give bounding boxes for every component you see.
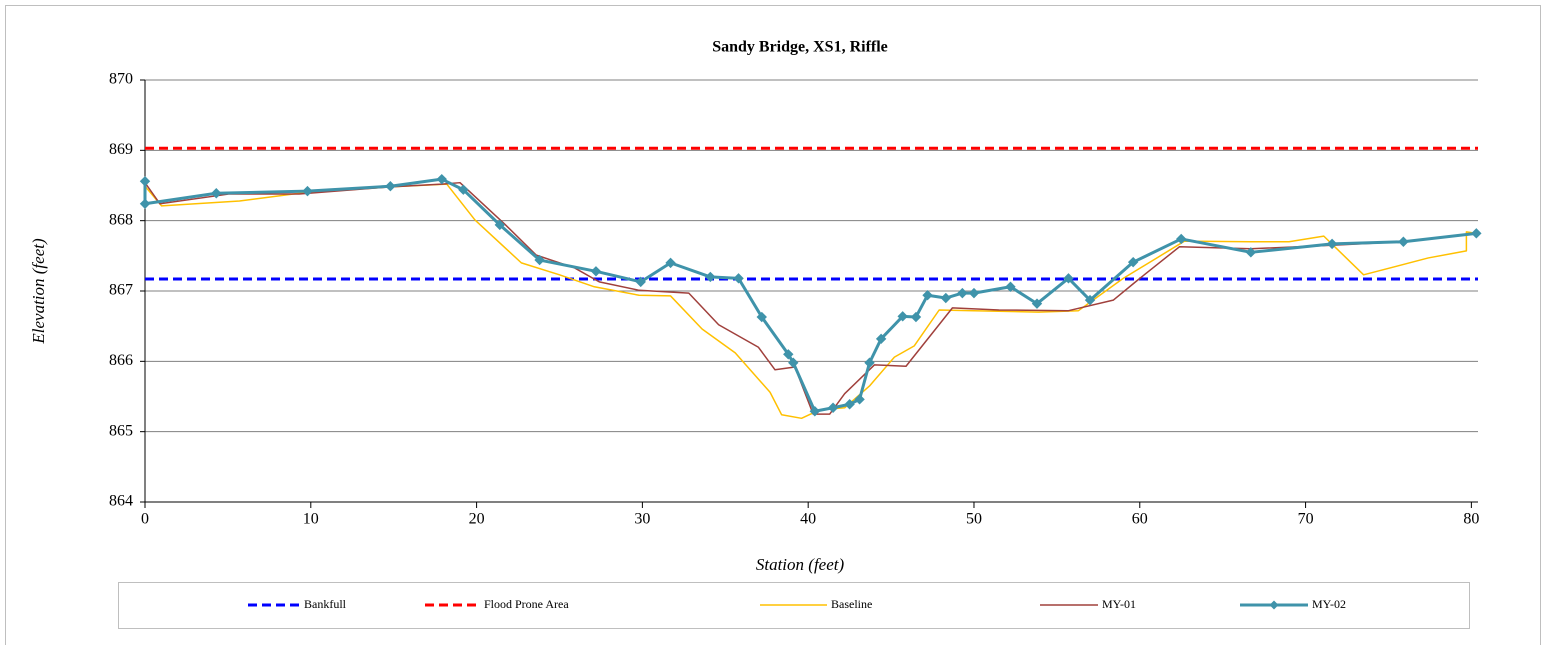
data-point: [756, 311, 767, 323]
legend-label: MY-02: [1312, 597, 1346, 611]
data-point: [534, 254, 545, 266]
data-point: [1127, 256, 1139, 268]
series-line: [144, 181, 1477, 415]
y-tick-label: 870: [109, 71, 133, 88]
x-tick-label: 60: [1132, 511, 1148, 528]
data-point: [1005, 281, 1016, 292]
data-point: [854, 394, 865, 405]
data-point: [494, 219, 506, 231]
chart-border: [5, 5, 1541, 645]
data-point: [910, 311, 922, 323]
x-tick-label: 70: [1298, 511, 1314, 528]
data-point: [968, 287, 980, 299]
data-point: [302, 185, 313, 197]
data-point: [1398, 236, 1409, 247]
data-point: [897, 311, 908, 322]
data-point: [1084, 294, 1096, 306]
data-point: [827, 402, 839, 413]
series-line: [144, 183, 1477, 420]
y-axis-title: Elevation (feet): [29, 238, 48, 345]
data-point: [783, 349, 794, 360]
x-axis-title: Station (feet): [756, 555, 845, 574]
data-point: [635, 276, 646, 288]
legend-marker: [1269, 600, 1279, 610]
data-point: [590, 266, 602, 277]
legend-label: MY-01: [1102, 597, 1136, 611]
data-point: [139, 198, 151, 209]
data-point: [1063, 273, 1074, 284]
x-tick-label: 0: [141, 511, 149, 528]
chart-title: Sandy Bridge, XS1, Riffle: [712, 39, 888, 56]
data-point: [788, 357, 799, 368]
y-tick-label: 867: [109, 282, 133, 299]
y-tick-label: 865: [109, 422, 133, 439]
data-point: [844, 399, 855, 410]
data-point: [864, 357, 875, 368]
y-tick-label: 864: [109, 493, 133, 510]
data-point: [1031, 298, 1043, 309]
data-point: [1326, 238, 1338, 250]
data-point: [733, 273, 744, 284]
x-tick-label: 80: [1463, 511, 1479, 528]
data-point: [458, 184, 469, 195]
series-line: [143, 177, 1477, 413]
data-point: [922, 290, 933, 301]
x-tick-label: 40: [800, 511, 816, 528]
x-tick-label: 20: [469, 511, 485, 528]
data-point: [436, 173, 447, 185]
data-point: [940, 292, 952, 304]
data-point: [875, 333, 887, 345]
legend-label: Baseline: [831, 597, 872, 611]
y-tick-label: 869: [109, 141, 133, 158]
data-point: [665, 257, 676, 269]
data-point: [1245, 247, 1257, 258]
legend-label: Bankfull: [304, 597, 347, 611]
data-point: [1471, 228, 1482, 239]
y-tick-label: 868: [109, 211, 133, 228]
x-tick-label: 30: [634, 511, 650, 528]
data-point: [1176, 233, 1187, 245]
x-tick-label: 10: [303, 511, 319, 528]
data-point: [139, 176, 151, 187]
y-tick-label: 866: [109, 352, 133, 369]
x-tick-label: 50: [966, 511, 982, 528]
data-point: [211, 188, 222, 199]
data-point: [809, 406, 821, 417]
data-point: [705, 271, 716, 283]
legend-label: Flood Prone Area: [484, 597, 569, 611]
data-point: [385, 180, 396, 192]
data-point: [957, 287, 968, 299]
